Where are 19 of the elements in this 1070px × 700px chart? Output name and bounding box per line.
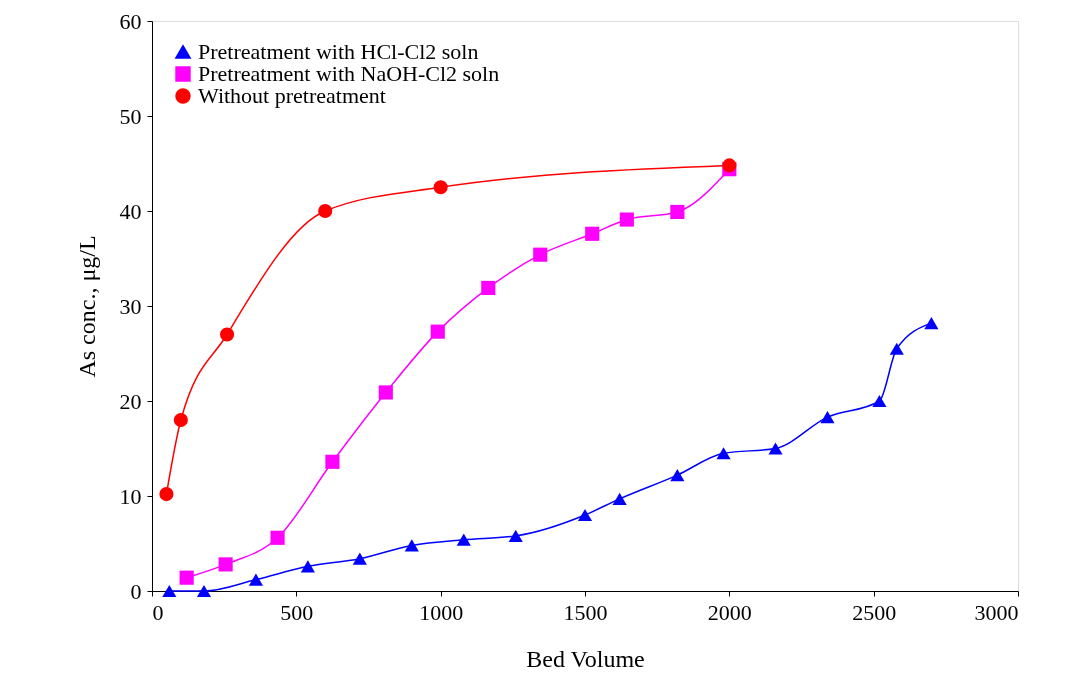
y-tick-label: 50 <box>119 103 142 129</box>
x-tick-label: 1000 <box>419 599 464 625</box>
y-tick-label: 10 <box>119 483 142 509</box>
x-tick-label: 2500 <box>852 599 897 625</box>
legend-label: Without pretreatment <box>198 83 386 108</box>
legend-label: Pretreatment with HCl-Cl2 soln <box>198 39 479 64</box>
y-tick-label: 60 <box>119 8 142 34</box>
y-tick-label: 0 <box>130 578 142 604</box>
x-tick-label: 500 <box>280 599 314 625</box>
x-tick-label: 1500 <box>563 599 608 625</box>
y-tick-label: 30 <box>119 293 142 319</box>
x-axis-title: Bed Volume <box>526 645 645 672</box>
y-axis-title: As conc., μg/L <box>73 235 100 378</box>
x-tick-label: 0 <box>152 599 164 625</box>
x-tick-label: 3000 <box>974 599 1019 625</box>
y-tick-label: 20 <box>119 388 142 414</box>
y-tick-label: 40 <box>119 198 142 224</box>
legend-label: Pretreatment with NaOH-Cl2 soln <box>198 61 500 86</box>
x-tick-label: 2000 <box>707 599 752 625</box>
